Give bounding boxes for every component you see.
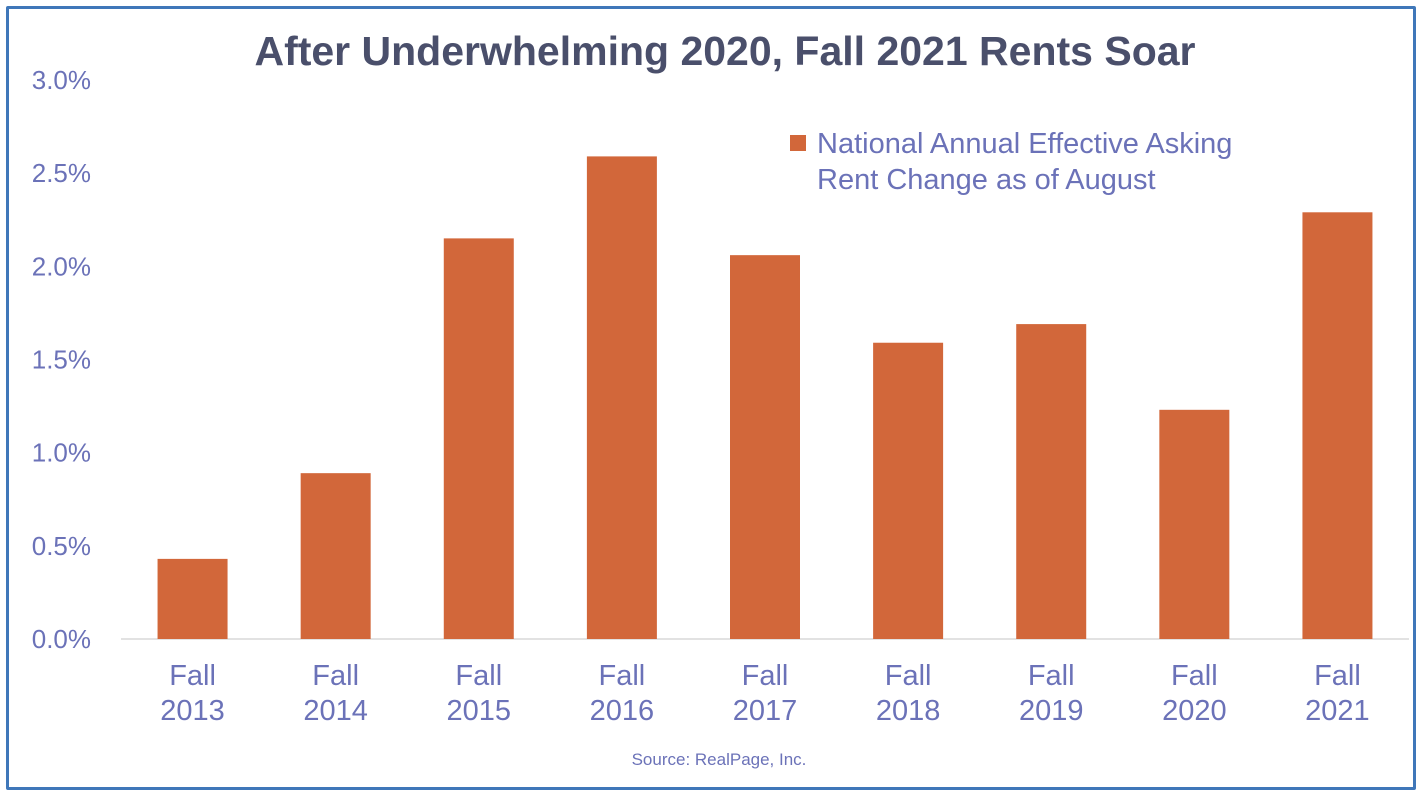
x-tick-label: Fall 2021: [1305, 660, 1370, 727]
x-tick-label: Fall 2014: [303, 660, 368, 727]
y-tick-label: 0.5%: [32, 531, 91, 561]
bar: [586, 156, 657, 639]
bar-chart: After Underwhelming 2020, Fall 2021 Rent…: [32, 28, 1409, 769]
bar: [1016, 324, 1087, 639]
x-tick-label: Fall 2018: [876, 660, 941, 727]
y-tick-label: 1.0%: [32, 438, 91, 468]
source-note: Source: RealPage, Inc.: [632, 750, 807, 769]
bar: [443, 238, 514, 639]
x-tick-label: Fall 2015: [447, 660, 512, 727]
x-axis: Fall 2013 Fall 2014 Fall 2015 Fall 2016 Fall 2017…: [160, 660, 1369, 727]
bar: [1159, 409, 1230, 639]
bar: [157, 558, 228, 639]
x-tick-label: Fall 2016: [590, 660, 655, 727]
y-tick-label: 2.0%: [32, 251, 91, 281]
y-tick-label: 2.5%: [32, 158, 91, 188]
x-tick-label: Fall 2017: [733, 660, 798, 727]
legend-swatch: [790, 135, 806, 151]
y-tick-label: 3.0%: [32, 65, 91, 95]
bar: [300, 473, 371, 639]
chart-frame: After Underwhelming 2020, Fall 2021 Rent…: [6, 6, 1416, 790]
y-tick-label: 1.5%: [32, 345, 91, 375]
legend: National Annual Effective Asking Rent Ch…: [790, 128, 1232, 196]
legend-label-line-1: National Annual Effective Asking: [817, 128, 1232, 160]
x-tick-label: Fall 2019: [1019, 660, 1084, 727]
y-tick-label: 0.0%: [32, 624, 91, 654]
bar: [1302, 212, 1373, 639]
y-axis: 0.0% 0.5% 1.0% 1.5% 2.0% 2.5% 3.0%: [32, 65, 91, 654]
x-tick-label: Fall 2020: [1162, 660, 1227, 727]
legend-label-line-2: Rent Change as of August: [817, 164, 1156, 196]
x-tick-label: Fall 2013: [160, 660, 225, 727]
bar: [873, 342, 944, 639]
chart-title: After Underwhelming 2020, Fall 2021 Rent…: [254, 28, 1195, 74]
bars-group: [157, 156, 1373, 640]
bar: [730, 255, 800, 640]
